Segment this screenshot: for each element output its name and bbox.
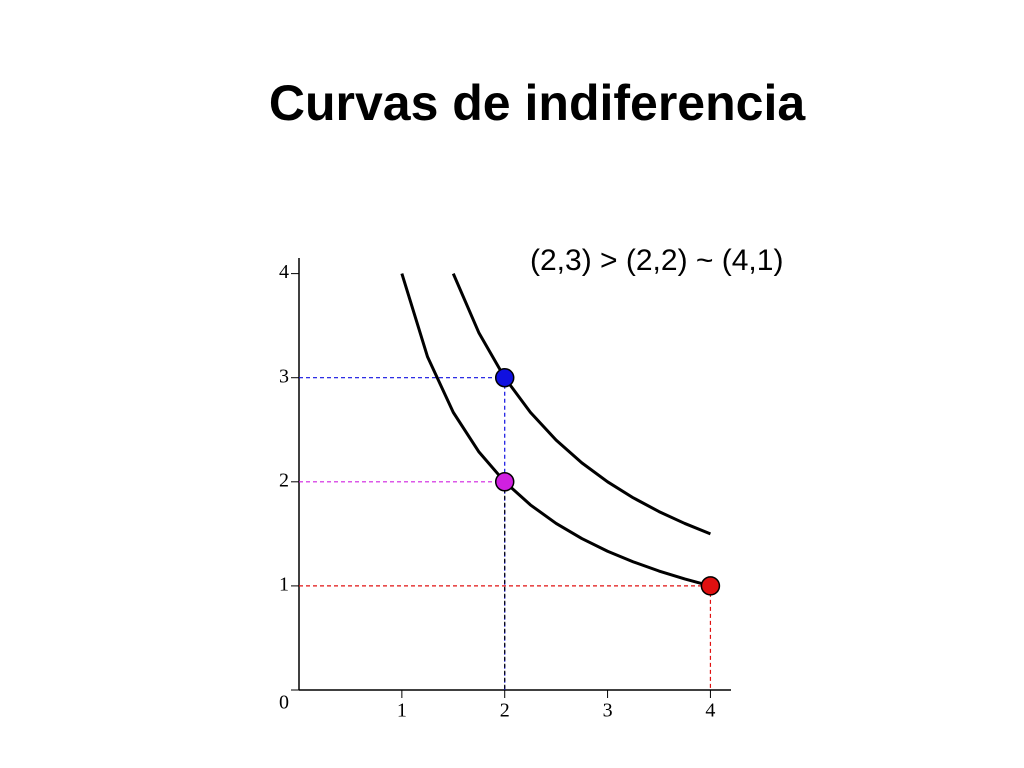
x-tick-label: 4 xyxy=(705,700,715,722)
x-tick-label: 1 xyxy=(397,700,407,722)
indifference-curve xyxy=(400,273,711,588)
y-tick-label: 3 xyxy=(279,365,289,387)
y-tick-label: 1 xyxy=(279,573,289,595)
indifference-curve xyxy=(451,273,711,536)
bundle-point xyxy=(494,472,515,492)
y-tick-label: 0 xyxy=(279,692,289,714)
bundle-point xyxy=(494,367,515,388)
y-tick-label: 4 xyxy=(279,261,289,283)
annotation: (2,3) > (2,2) ~ (4,1) xyxy=(530,244,783,277)
x-tick-label: 2 xyxy=(500,700,510,722)
bundle-point xyxy=(700,576,721,596)
slide-title: Curvas de indiferencia xyxy=(269,75,806,131)
x-tick-label: 3 xyxy=(603,700,613,722)
y-tick-label: 2 xyxy=(279,469,289,491)
